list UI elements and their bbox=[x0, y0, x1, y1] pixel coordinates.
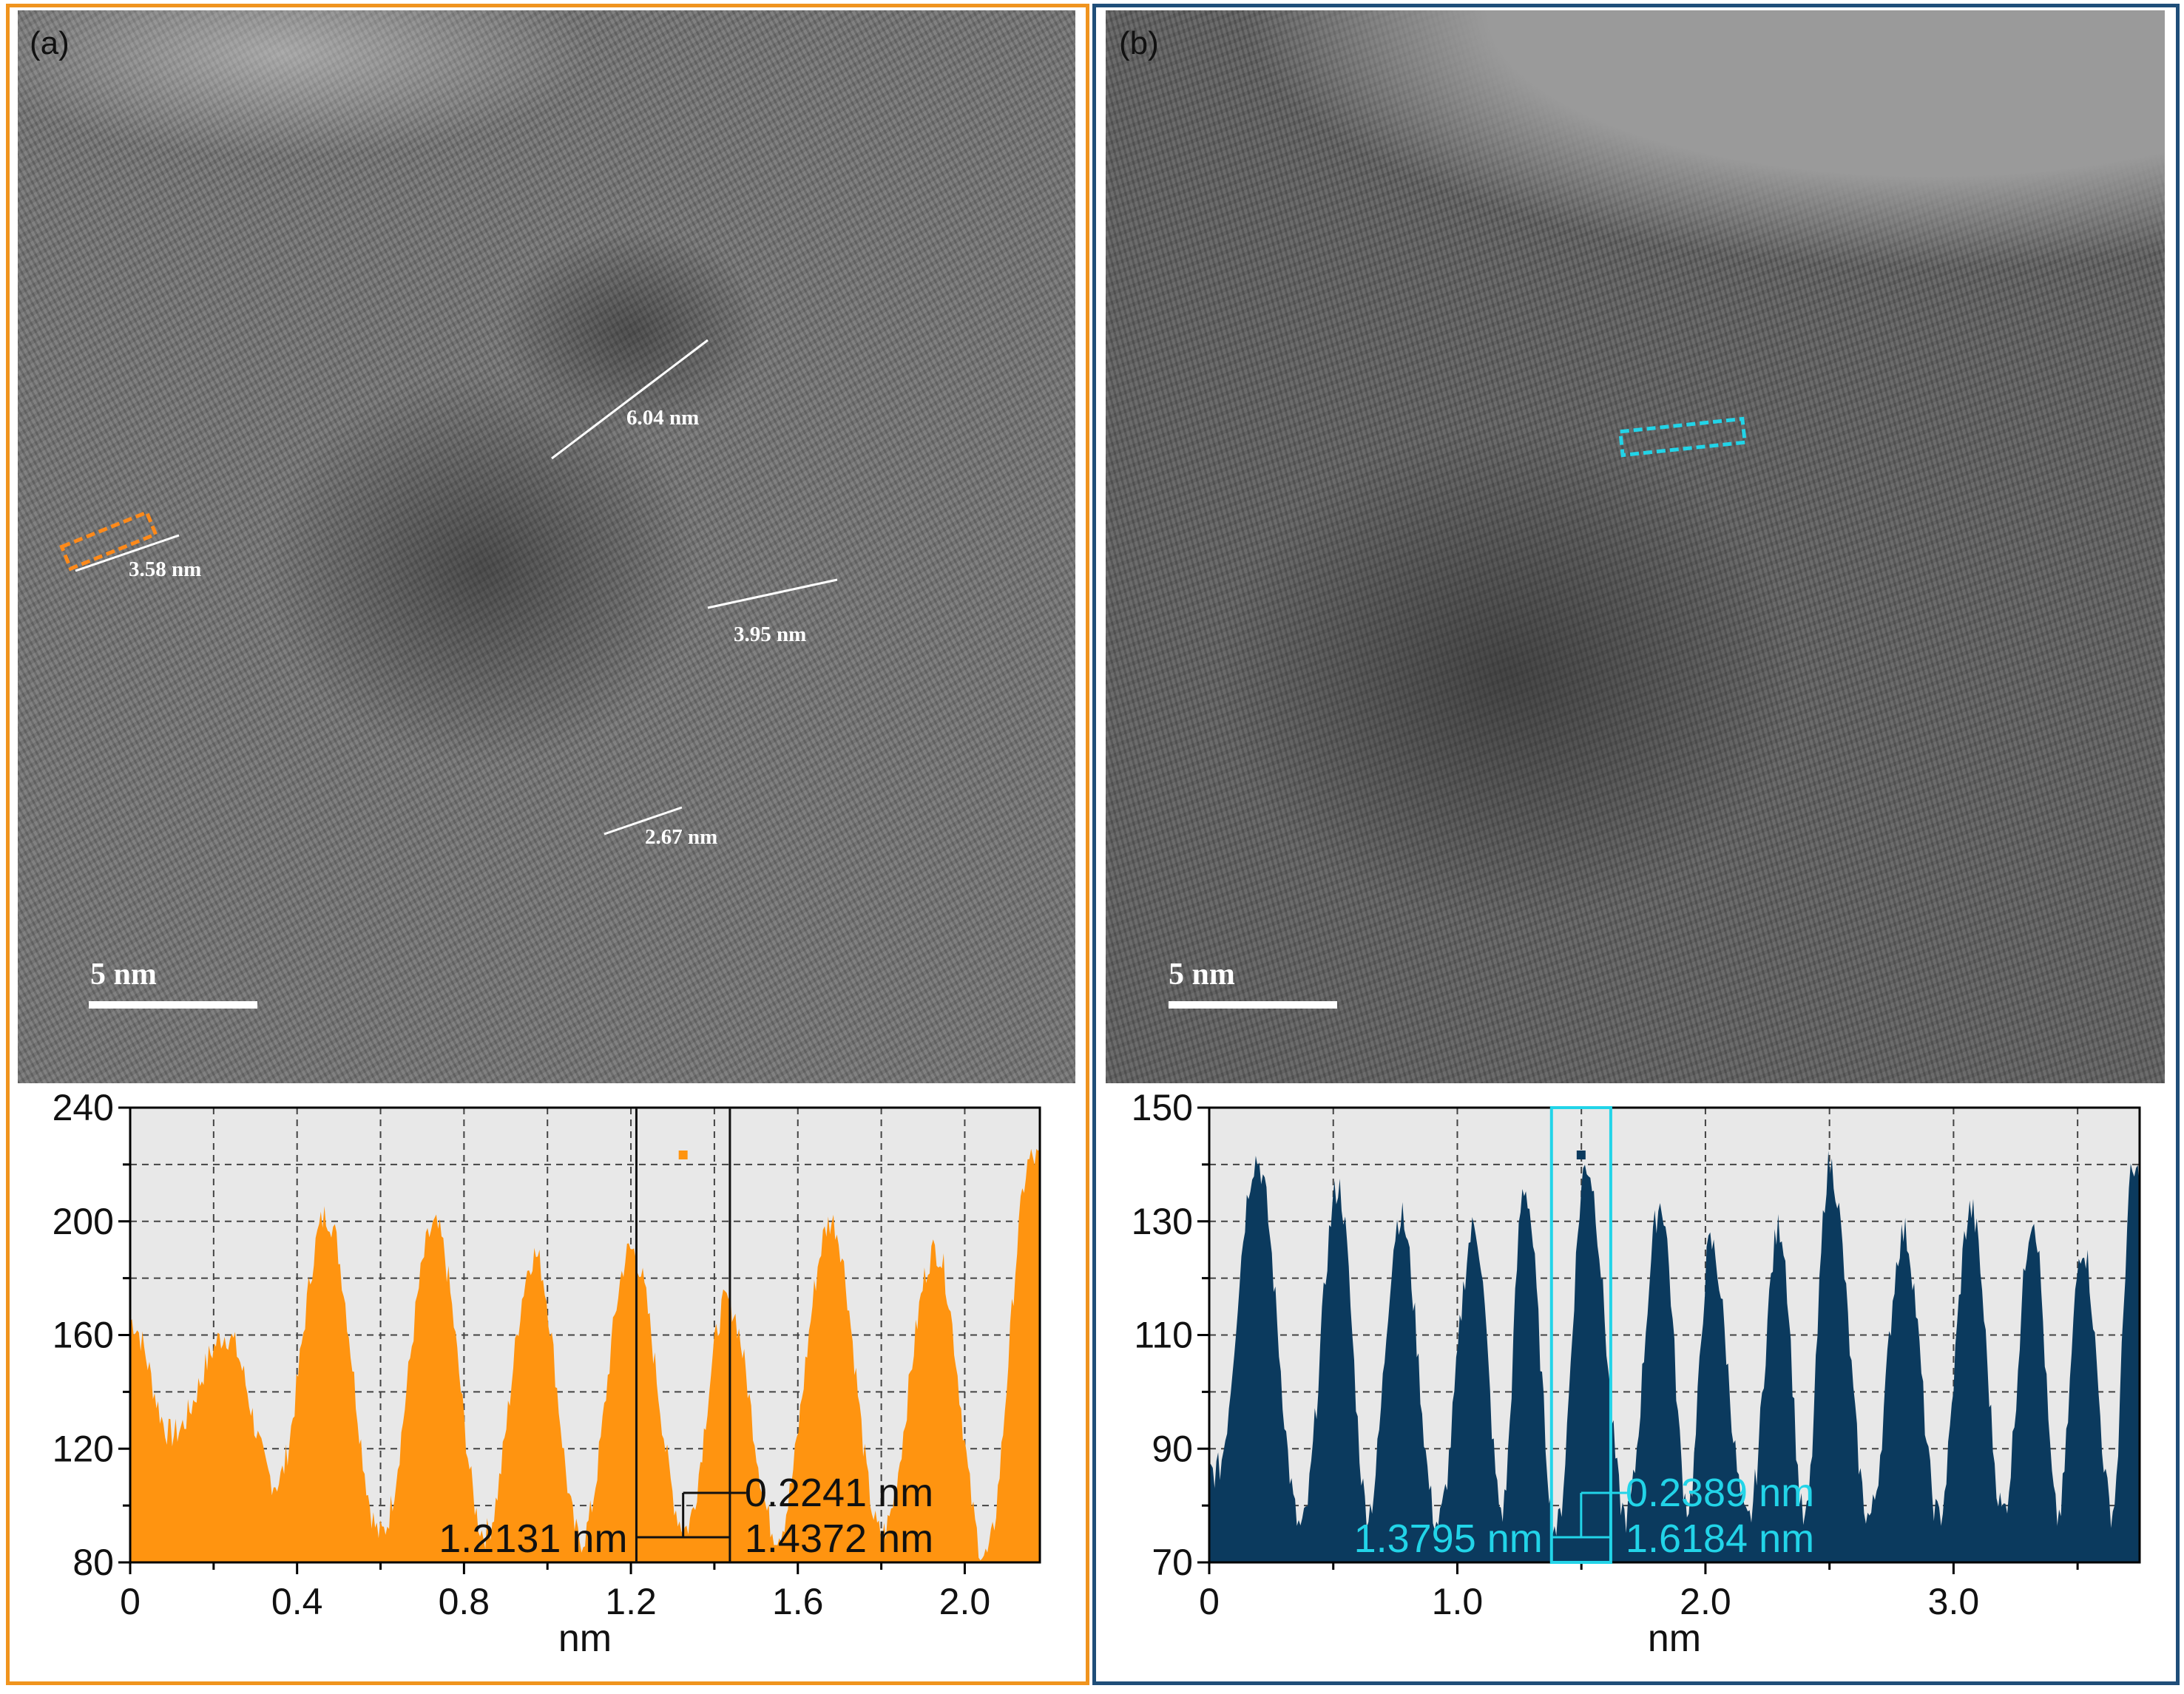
profile-region-box-b bbox=[1618, 416, 1747, 458]
span-width-label: 0.2389 nm bbox=[1626, 1471, 1814, 1515]
scale-bar-label-a: 5 nm bbox=[90, 958, 157, 992]
tem-image-b: (b) 5 nm bbox=[1106, 10, 2165, 1083]
y-tick-label: 240 bbox=[53, 1087, 114, 1128]
y-tick-label: 160 bbox=[53, 1315, 114, 1356]
y-tick-label: 130 bbox=[1132, 1201, 1193, 1242]
span-width-label: 0.2241 nm bbox=[745, 1471, 933, 1515]
panel-b-frame bbox=[1092, 4, 2180, 1685]
measure-line-267 bbox=[604, 806, 683, 836]
measure-line-358 bbox=[75, 534, 180, 572]
y-tick-label: 80 bbox=[72, 1542, 114, 1583]
x-tick-label: 0 bbox=[1199, 1581, 1220, 1622]
y-tick-label: 120 bbox=[53, 1428, 114, 1469]
cursor-box bbox=[1549, 1106, 1612, 1564]
scale-bar-a bbox=[89, 1001, 257, 1009]
x-axis-title: nm bbox=[558, 1617, 612, 1660]
profile-area-series bbox=[1209, 1151, 2140, 1562]
cursor-marker bbox=[678, 1151, 688, 1159]
y-tick-label: 90 bbox=[1152, 1428, 1193, 1469]
scale-bar-label-b: 5 nm bbox=[1169, 958, 1235, 992]
measurement-label: 3.95 nm bbox=[734, 623, 807, 646]
x-tick-label: 0.8 bbox=[439, 1581, 490, 1622]
y-tick-label: 200 bbox=[53, 1201, 114, 1242]
panel-label-b: (b) bbox=[1119, 25, 1159, 61]
y-tick-label: 150 bbox=[1132, 1087, 1193, 1128]
profile-area-series bbox=[130, 1148, 1040, 1562]
x-tick-label: 2.0 bbox=[1680, 1581, 1731, 1622]
measure-line-6nm bbox=[551, 339, 709, 460]
x-tick-label: 0 bbox=[120, 1581, 141, 1622]
x-axis-title: nm bbox=[1648, 1617, 1701, 1660]
y-tick-label: 70 bbox=[1152, 1542, 1193, 1583]
cursor-end-label: 1.4372 nm bbox=[745, 1517, 933, 1561]
panel-a-frame bbox=[6, 4, 1089, 1685]
measurement-label: 2.67 nm bbox=[645, 825, 718, 849]
x-tick-label: 1.0 bbox=[1432, 1581, 1484, 1622]
x-tick-label: 3.0 bbox=[1928, 1581, 1980, 1622]
scale-bar-b bbox=[1169, 1001, 1337, 1009]
cursor-end-label: 1.6184 nm bbox=[1626, 1517, 1814, 1561]
x-tick-label: 2.0 bbox=[939, 1581, 991, 1622]
profile-region-box-a bbox=[59, 509, 158, 572]
cursor-marker bbox=[1576, 1151, 1586, 1159]
tem-image-a: (a) 6.04 nm 3.58 nm 3.95 nm 2.67 nm 5 nm bbox=[18, 10, 1075, 1083]
panel-label-a: (a) bbox=[30, 25, 70, 61]
measurement-label: 6.04 nm bbox=[626, 406, 700, 430]
tem-overlay-b bbox=[1618, 416, 1747, 458]
cursor-start-label: 1.3795 nm bbox=[1354, 1517, 1543, 1561]
measure-line-395 bbox=[707, 578, 838, 609]
x-tick-label: 1.2 bbox=[605, 1581, 657, 1622]
x-tick-label: 0.4 bbox=[271, 1581, 323, 1622]
measurement-label: 3.58 nm bbox=[129, 558, 202, 581]
cursor-start-label: 1.2131 nm bbox=[439, 1517, 627, 1561]
tem-overlay-a bbox=[59, 339, 838, 836]
y-tick-label: 110 bbox=[1134, 1315, 1193, 1356]
x-tick-label: 1.6 bbox=[772, 1581, 824, 1622]
